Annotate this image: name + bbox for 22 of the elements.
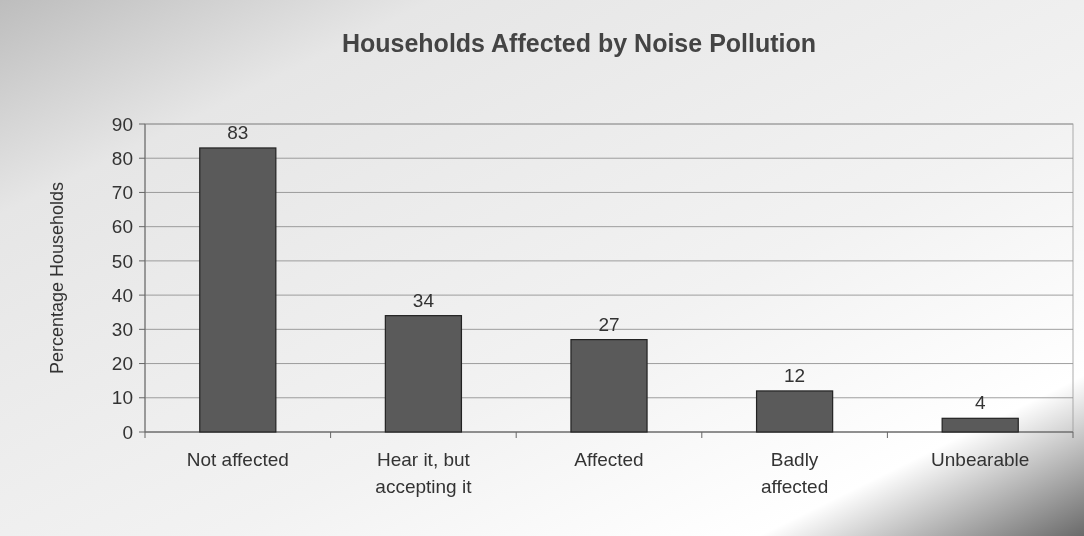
data-label: 12	[784, 364, 806, 386]
x-tick-label: Badly affected	[760, 449, 829, 497]
data-label: 27	[598, 313, 620, 335]
y-tick-label: 0	[122, 421, 133, 443]
x-tick-label: Affected	[574, 449, 644, 470]
data-label: 34	[412, 289, 435, 311]
y-tick-label: 40	[111, 284, 133, 306]
x-tick-label: Not affected	[186, 449, 289, 470]
chart-title: Households Affected by Noise Pollution	[341, 29, 817, 57]
y-tick-label: 50	[111, 250, 133, 272]
y-tick-label: 10	[111, 387, 133, 409]
data-label: 83	[227, 121, 249, 143]
y-tick-label: 60	[111, 216, 133, 238]
y-tick-label: 20	[111, 353, 133, 375]
data-label: 4	[974, 392, 986, 414]
y-axis-title: Percentage Households	[47, 181, 67, 375]
x-tick-label: Unbearable	[931, 449, 1030, 470]
y-tick-label: 70	[111, 182, 133, 204]
y-tick-label: 30	[111, 318, 133, 340]
y-tick-label: 80	[111, 147, 133, 169]
y-tick-label: 90	[111, 113, 133, 135]
x-tick-label: Hear it, but accepting it	[375, 449, 473, 497]
